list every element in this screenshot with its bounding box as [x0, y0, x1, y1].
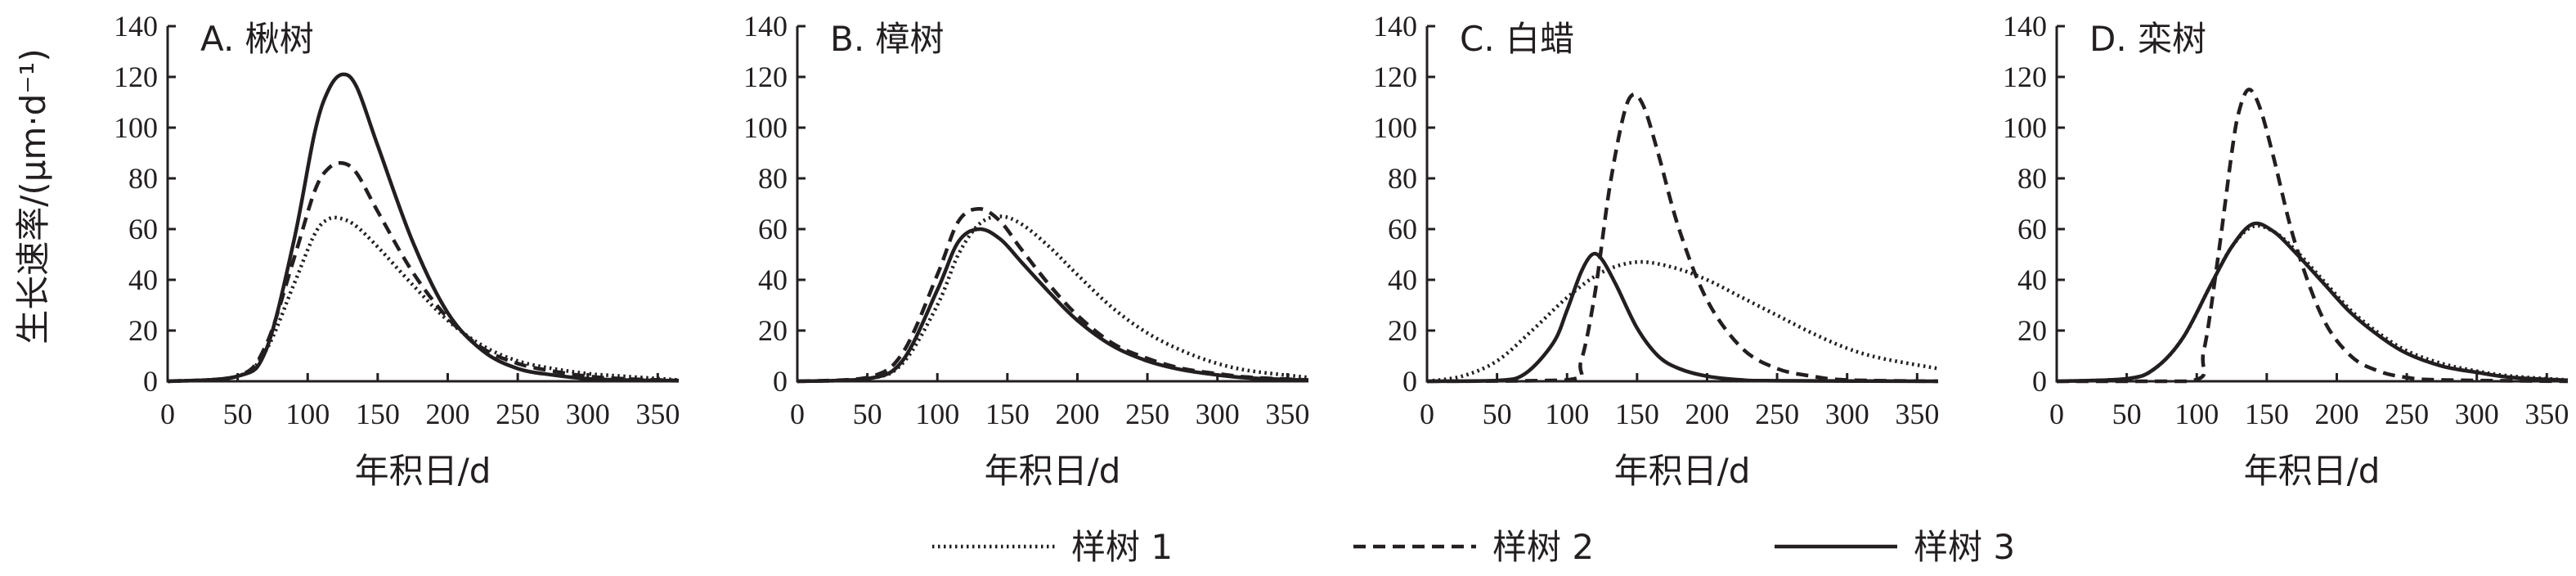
- x-tick-label: 100: [915, 398, 959, 430]
- x-tick-label: 350: [1265, 398, 1309, 430]
- legend-label-1: 样树 1: [1071, 527, 1173, 567]
- y-tick-label: 40: [758, 263, 788, 296]
- x-tick-label: 50: [223, 398, 253, 430]
- panel-axes: [166, 26, 679, 383]
- y-tick-label: 60: [2017, 213, 2047, 245]
- y-tick-label: 0: [1402, 365, 1417, 398]
- y-tick-label: 80: [2017, 162, 2047, 195]
- x-axis-label: 年积日/d: [985, 451, 1121, 491]
- series-line-样树1: [797, 214, 1309, 384]
- x-tick-label: 0: [790, 398, 805, 430]
- y-tick-label: 120: [743, 61, 788, 93]
- y-tick-label: 40: [1388, 263, 1417, 296]
- x-tick-label: 300: [1825, 398, 1869, 430]
- x-tick-label: 200: [425, 398, 469, 430]
- x-tick-label: 300: [1196, 398, 1240, 430]
- x-tick-label: 300: [2455, 398, 2499, 430]
- x-tick-label: 100: [285, 398, 330, 430]
- y-tick-label: 140: [114, 10, 158, 43]
- x-axis-label: 年积日/d: [355, 451, 491, 491]
- panel-4: 0 20 40 60 80 100 120 140 0 50 100 150 200 250 300 350 D…: [2003, 10, 2569, 491]
- panel-title: C. 白蜡: [1460, 19, 1574, 59]
- x-axis-label: 年积日/d: [1614, 451, 1751, 491]
- y-tick-label: 20: [758, 314, 788, 347]
- panel-3: 0 20 40 60 80 100 120 140 0 50 100 150 200 250 300 350 C…: [1373, 10, 1939, 491]
- series-line-样树2: [167, 160, 680, 384]
- x-tick-label: 0: [2049, 398, 2064, 430]
- x-tick-label: 100: [1545, 398, 1589, 430]
- x-tick-label: 150: [985, 398, 1030, 430]
- panel-axes: [796, 26, 1308, 383]
- y-tick-label: 100: [2003, 111, 2047, 144]
- y-tick-label: 60: [128, 213, 158, 245]
- x-tick-label: 200: [1055, 398, 1099, 430]
- x-tick-label: 50: [853, 398, 882, 430]
- y-tick-label: 100: [114, 111, 158, 144]
- x-tick-label: 50: [2112, 398, 2142, 430]
- x-tick-label: 150: [2245, 398, 2289, 430]
- y-tick-label: 40: [2017, 263, 2047, 296]
- y-axis-label: 生长速率/(μm·d⁻¹): [13, 48, 53, 344]
- x-tick-label: 350: [1895, 398, 1939, 430]
- legend-label-3: 样树 3: [1914, 527, 2015, 567]
- y-tick-label: 20: [128, 314, 158, 347]
- series-line-样树1: [1426, 259, 1939, 384]
- x-tick-label: 350: [635, 398, 680, 430]
- y-tick-label: 120: [114, 61, 158, 93]
- x-tick-label: 300: [566, 398, 610, 430]
- y-tick-label: 100: [1373, 111, 1417, 144]
- x-tick-label: 250: [1125, 398, 1169, 430]
- y-tick-label: 80: [758, 162, 788, 195]
- y-tick-label: 0: [143, 365, 158, 398]
- y-tick-label: 20: [1388, 314, 1417, 347]
- panel-2: 0 20 40 60 80 100 120 140 0 50 100 150 200 250 300 350 B…: [743, 10, 1309, 491]
- x-tick-label: 0: [160, 398, 175, 430]
- y-tick-label: 60: [1388, 213, 1417, 245]
- series-line-样树1: [2056, 223, 2569, 384]
- y-tick-label: 120: [2003, 61, 2047, 93]
- x-tick-label: 350: [2524, 398, 2569, 430]
- series-line-样树3: [1426, 251, 1939, 384]
- x-tick-label: 250: [496, 398, 540, 430]
- x-tick-label: 50: [1483, 398, 1512, 430]
- y-tick-label: 40: [128, 263, 158, 296]
- y-tick-label: 80: [1388, 162, 1417, 195]
- x-tick-label: 200: [1685, 398, 1729, 430]
- y-tick-label: 0: [773, 365, 788, 398]
- panel-axes: [2055, 26, 2568, 383]
- x-tick-label: 100: [2174, 398, 2219, 430]
- series-line-样树1: [167, 215, 680, 384]
- panel-title: A. 楸树: [200, 19, 314, 59]
- x-tick-label: 150: [356, 398, 400, 430]
- y-tick-label: 60: [758, 213, 788, 245]
- y-tick-label: 80: [128, 162, 158, 195]
- y-tick-label: 140: [743, 10, 788, 43]
- x-tick-label: 200: [2314, 398, 2358, 430]
- panel-1: 0 20 40 60 80 100 120 140 0 50 100 150 200 250 300 350 A…: [114, 10, 680, 491]
- x-tick-label: 250: [2385, 398, 2429, 430]
- series-line-样树2: [2057, 88, 2569, 384]
- panel-title: D. 栾树: [2089, 19, 2206, 59]
- series-line-样树3: [167, 72, 680, 384]
- series-line-样树3: [797, 227, 1309, 384]
- x-tick-label: 150: [1615, 398, 1659, 430]
- y-tick-label: 20: [2017, 314, 2047, 347]
- series-line-样树3: [2056, 221, 2569, 384]
- x-tick-label: 250: [1755, 398, 1799, 430]
- series-line-样树2: [1426, 92, 1939, 384]
- legend-label-2: 样树 2: [1492, 527, 1594, 567]
- panel-axes: [1425, 26, 1938, 383]
- y-tick-label: 100: [743, 111, 788, 144]
- legend: 样树 1 样树 2 样树 3: [932, 527, 2015, 567]
- y-tick-label: 140: [1373, 10, 1417, 43]
- x-axis-label: 年积日/d: [2244, 451, 2381, 491]
- y-tick-label: 140: [2003, 10, 2047, 43]
- panel-title: B. 樟树: [830, 19, 945, 59]
- y-tick-label: 0: [2032, 365, 2047, 398]
- y-tick-label: 120: [1373, 61, 1417, 93]
- x-tick-label: 0: [1420, 398, 1434, 430]
